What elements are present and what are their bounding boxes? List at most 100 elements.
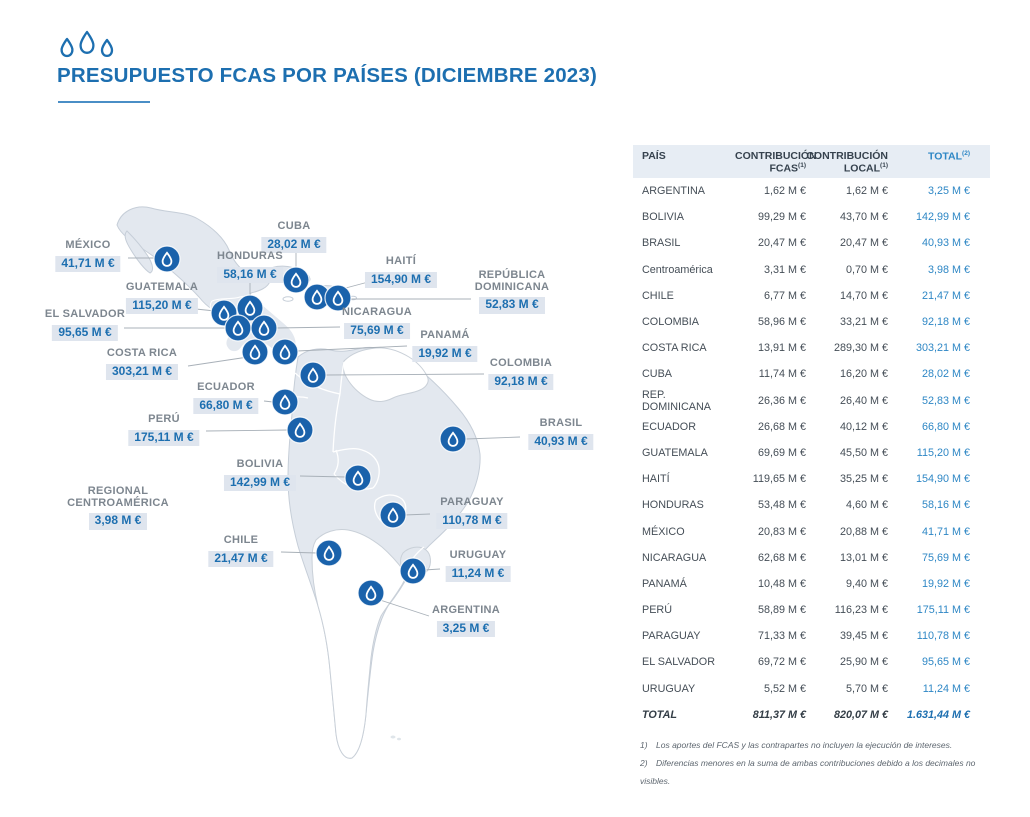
country-name: EL SALVADOR — [44, 308, 126, 320]
cell-local-contribution: 25,90 M € — [839, 656, 888, 669]
table-body: ARGENTINA 1,62 M € 1,62 M € 3,25 M € BOLIVIA… — [633, 178, 990, 728]
footnote-2: 2) Diferencias menores en la suma de amba… — [640, 755, 990, 791]
country-name: CHILE — [223, 534, 259, 546]
marker-circle — [250, 314, 278, 342]
country-name: COLOMBIA — [489, 357, 553, 369]
water-drop-icon — [294, 422, 306, 438]
water-drop-icon — [279, 344, 291, 360]
marker-circle — [344, 464, 372, 492]
cell-total: 154,90 M € — [915, 473, 970, 486]
table-footnotes: 1) Los aportes del FCAS y las contraparte… — [633, 737, 990, 791]
cell-country: COSTA RICA — [642, 342, 707, 355]
cell-total: 115,20 M € — [916, 446, 970, 459]
marker-circle — [324, 284, 352, 312]
water-drop-icon — [323, 545, 335, 561]
map-label-el-salvador: EL SALVADOR 95,65 M € — [44, 308, 126, 342]
map-marker-panama — [271, 338, 299, 366]
footnote-number: 2) — [640, 757, 648, 768]
column-header-3: CONTRIBUCIÓN LOCAL(1) — [806, 150, 888, 175]
map-marker-argentina — [357, 579, 385, 607]
water-drop-icon — [244, 300, 256, 316]
country-amount-badge: 52,83 M € — [479, 297, 545, 314]
map-marker-uruguay — [399, 557, 427, 585]
marker-circle — [286, 416, 314, 444]
country-amount-badge: 58,16 M € — [217, 266, 283, 284]
island-falklands-2 — [397, 737, 401, 741]
cell-fcas-contribution: 10,48 M € — [757, 577, 806, 590]
cell-country: ARGENTINA — [642, 185, 705, 198]
cell-total: 95,65 M € — [921, 656, 970, 669]
country-amount-badge: 303,21 M € — [105, 363, 179, 381]
water-drop-icon — [387, 507, 399, 523]
map-label-panama: PANAMÁ 19,92 M € — [412, 329, 478, 363]
country-amount-badge: 75,69 M € — [344, 322, 410, 340]
water-drop-icon — [311, 289, 323, 305]
table-row: COSTA RICA 13,91 M € 289,30 M € 303,21 M € — [633, 335, 990, 361]
country-name: ARGENTINA — [431, 604, 501, 616]
cell-fcas-contribution: 811,37 M € — [752, 708, 806, 721]
table-row: BRASIL 20,47 M € 20,47 M € 40,93 M € — [633, 230, 990, 256]
cell-total: 175,11 M € — [916, 604, 970, 617]
marker-circle — [357, 579, 385, 607]
country-name: REGIONAL CENTROAMÉRICA — [67, 485, 169, 509]
marker-circle — [379, 501, 407, 529]
cell-country: GUATEMALA — [642, 446, 708, 459]
page-title: PRESUPUESTO FCAS POR PAÍSES (DICIEMBRE 2… — [57, 64, 598, 87]
connector-line-uruguay — [423, 568, 441, 571]
cell-fcas-contribution: 3,31 M € — [763, 263, 806, 276]
cell-total: 1.631,44 M € — [906, 708, 970, 721]
map-marker-ecuador — [271, 388, 299, 416]
cell-total: 303,21 M € — [915, 342, 970, 355]
footnote-1: 1) Los aportes del FCAS y las contraparte… — [640, 737, 990, 755]
map-label-guatemala: GUATEMALA 115,20 M € — [126, 281, 198, 315]
marker-circle — [236, 294, 264, 322]
cell-local-contribution: 289,30 M € — [833, 342, 888, 355]
map-label-republica-dominicana: REPÚBLICA DOMINICANA 52,83 M € — [464, 269, 560, 314]
table-row: EL SALVADOR 69,72 M € 25,90 M € 95,65 M € — [633, 649, 990, 675]
cell-country: BOLIVIA — [642, 211, 685, 224]
country-amount-badge: 92,18 M € — [488, 373, 554, 391]
cell-fcas-contribution: 26,68 M € — [757, 420, 806, 433]
map-label-regional-centroamerica: REGIONAL CENTROAMÉRICA 3,98 M € — [59, 485, 177, 530]
connector-line-argentina — [379, 599, 430, 617]
cell-total: 142,99 M € — [915, 211, 970, 224]
marker-circle — [315, 539, 343, 567]
water-drop-icon — [365, 585, 377, 601]
water-drop-icon — [290, 272, 302, 288]
map-label-brasil: BRASIL 40,93 M € — [528, 417, 594, 451]
cell-fcas-contribution: 53,48 M € — [757, 499, 806, 512]
country-amount-badge: 11,24 M € — [445, 565, 511, 583]
marker-circle — [241, 338, 269, 366]
country-name: COSTA RICA — [106, 347, 178, 359]
map-label-honduras: HONDURAS 58,16 M € — [217, 250, 283, 284]
table-row: GUATEMALA 69,69 M € 45,50 M € 115,20 M € — [633, 440, 990, 466]
table-row: COLOMBIA 58,96 M € 33,21 M € 92,18 M € — [633, 309, 990, 335]
table-total-row: TOTAL 811,37 M € 820,07 M € 1.631,44 M € — [633, 702, 990, 728]
country-name: NICARAGUA — [342, 306, 412, 318]
water-drop-icon — [258, 320, 270, 336]
country-shape-baja-california — [124, 230, 153, 274]
footnote-text: Los aportes del FCAS y las contrapartes … — [656, 739, 953, 750]
cell-total: 11,24 M € — [922, 682, 970, 695]
table-row: CUBA 11,74 M € 16,20 M € 28,02 M € — [633, 361, 990, 387]
map-marker-chile — [315, 539, 343, 567]
column-header-2: CONTRIBUCIÓN FCAS(1) — [735, 150, 817, 175]
cell-country: CHILE — [642, 289, 674, 302]
cell-country: ECUADOR — [642, 420, 696, 433]
cell-fcas-contribution: 99,29 M € — [757, 211, 806, 224]
connector-line-costa-rica — [187, 356, 249, 367]
latin-america-map: MÉXICO 41,71 M € CUBA 28,02 M € HONDURAS 58,1… — [44, 206, 594, 759]
cell-fcas-contribution: 119,65 M € — [752, 473, 806, 486]
marker-circle — [439, 425, 467, 453]
cell-local-contribution: 40,12 M € — [839, 420, 888, 433]
country-amount-badge: 95,65 M € — [52, 324, 118, 342]
cell-fcas-contribution: 69,72 M € — [757, 656, 806, 669]
map-marker-colombia — [299, 361, 327, 389]
budget-table: PAÍS CONTRIBUCIÓN FCAS(1) CONTRIBUCIÓN LOC… — [633, 145, 990, 790]
map-markers — [153, 245, 467, 607]
cell-fcas-contribution: 5,52 M € — [763, 682, 806, 695]
cell-country: EL SALVADOR — [642, 656, 716, 669]
marker-circle — [282, 266, 310, 294]
cell-local-contribution: 4,60 M € — [845, 499, 888, 512]
cell-country: MÉXICO — [642, 525, 685, 538]
